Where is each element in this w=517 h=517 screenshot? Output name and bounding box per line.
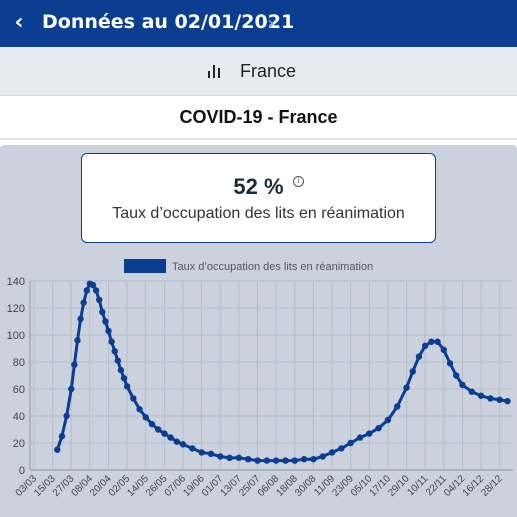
chevron-right-icon[interactable]: › bbox=[267, 11, 275, 35]
data-point bbox=[189, 445, 196, 452]
data-point bbox=[120, 375, 128, 382]
data-point bbox=[300, 456, 308, 463]
region-label: France bbox=[240, 61, 297, 81]
legend-swatch bbox=[124, 259, 166, 273]
data-point bbox=[89, 281, 97, 289]
data-point bbox=[63, 412, 70, 420]
data-point bbox=[328, 449, 336, 456]
data-point bbox=[207, 450, 215, 457]
data-point bbox=[179, 441, 187, 448]
data-point bbox=[108, 338, 115, 345]
data-point bbox=[198, 449, 205, 456]
data-point bbox=[254, 457, 261, 464]
kpi-description: Taux d’occupation des lits en réanimatio… bbox=[112, 205, 405, 222]
data-point bbox=[245, 456, 252, 463]
data-point bbox=[453, 372, 460, 379]
data-point bbox=[434, 338, 441, 345]
data-point bbox=[161, 430, 168, 437]
data-point bbox=[114, 357, 122, 364]
info-icon[interactable]: i bbox=[293, 176, 304, 187]
data-point bbox=[347, 439, 354, 447]
data-point bbox=[217, 453, 224, 460]
data-point bbox=[366, 430, 373, 437]
data-point bbox=[130, 395, 137, 402]
chart-legend: Taux d’occupation des lits en réanimatio… bbox=[124, 259, 373, 273]
section-title: COVID-19 - France bbox=[0, 96, 517, 140]
data-point bbox=[428, 338, 435, 345]
data-point bbox=[105, 327, 112, 335]
data-point bbox=[123, 383, 131, 390]
data-point bbox=[409, 368, 416, 375]
x-tick-label: 30/08 bbox=[293, 473, 319, 499]
data-point bbox=[477, 392, 485, 399]
kpi-card: 52 % i Taux d’occupation des lits en réa… bbox=[81, 153, 436, 243]
data-point bbox=[272, 457, 280, 464]
data-point bbox=[71, 361, 78, 368]
occupancy-chart: 02040608010012014003/0315/0327/0308/0420… bbox=[7, 259, 513, 499]
data-point bbox=[68, 385, 75, 393]
y-tick-label: 0 bbox=[19, 465, 25, 477]
data-point bbox=[415, 353, 423, 360]
data-point bbox=[102, 318, 109, 325]
y-tick-label: 60 bbox=[13, 384, 25, 396]
series-line bbox=[55, 282, 508, 463]
data-point bbox=[319, 453, 326, 460]
bar-chart-icon bbox=[208, 64, 222, 78]
x-tick-label: 29/10 bbox=[386, 473, 412, 499]
data-point bbox=[95, 296, 103, 304]
data-point bbox=[148, 420, 156, 428]
data-point bbox=[394, 403, 401, 410]
data-point bbox=[282, 457, 289, 464]
data-point bbox=[291, 457, 298, 464]
chart-series bbox=[54, 280, 511, 464]
data-point bbox=[356, 434, 364, 441]
legend-label: Taux d’occupation des lits en réanimatio… bbox=[172, 261, 373, 273]
page-title: Données au 02/01/2021 bbox=[42, 11, 295, 33]
data-point bbox=[142, 414, 149, 421]
y-tick-label: 100 bbox=[7, 330, 25, 342]
top-bar: ‹ Données au 02/01/2021 › bbox=[0, 0, 517, 47]
data-point bbox=[440, 346, 448, 354]
data-point bbox=[83, 287, 90, 294]
data-point bbox=[338, 445, 345, 452]
y-tick-label: 40 bbox=[13, 411, 25, 423]
data-point bbox=[80, 299, 87, 306]
data-point bbox=[154, 426, 162, 433]
data-point bbox=[468, 388, 475, 395]
data-point bbox=[384, 416, 392, 424]
region-selector[interactable]: France bbox=[0, 47, 517, 96]
data-point bbox=[226, 454, 233, 462]
data-point bbox=[310, 456, 317, 463]
data-point bbox=[403, 384, 410, 391]
data-point bbox=[263, 457, 271, 464]
data-point bbox=[136, 406, 143, 413]
y-tick-label: 80 bbox=[13, 357, 25, 369]
data-point bbox=[496, 396, 503, 403]
y-tick-label: 120 bbox=[7, 303, 25, 315]
data-point bbox=[446, 360, 454, 367]
data-point bbox=[92, 287, 100, 294]
data-point bbox=[117, 366, 125, 374]
data-point bbox=[74, 337, 81, 344]
y-tick-label: 140 bbox=[7, 276, 25, 288]
kpi-value: 52 % bbox=[233, 174, 284, 199]
data-point bbox=[487, 395, 494, 402]
y-tick-label: 20 bbox=[13, 438, 25, 450]
data-point bbox=[504, 397, 511, 405]
data-point bbox=[375, 424, 382, 432]
data-point bbox=[99, 308, 106, 316]
data-point bbox=[167, 434, 174, 441]
data-point bbox=[111, 348, 118, 355]
chevron-left-icon[interactable]: ‹ bbox=[14, 10, 24, 35]
data-point bbox=[459, 381, 466, 389]
data-point bbox=[77, 315, 84, 322]
x-tick-label: 28/12 bbox=[479, 473, 505, 499]
data-point bbox=[421, 342, 429, 349]
data-point bbox=[235, 454, 243, 462]
data-point bbox=[58, 433, 66, 440]
data-point bbox=[54, 446, 61, 453]
data-point bbox=[173, 438, 181, 445]
